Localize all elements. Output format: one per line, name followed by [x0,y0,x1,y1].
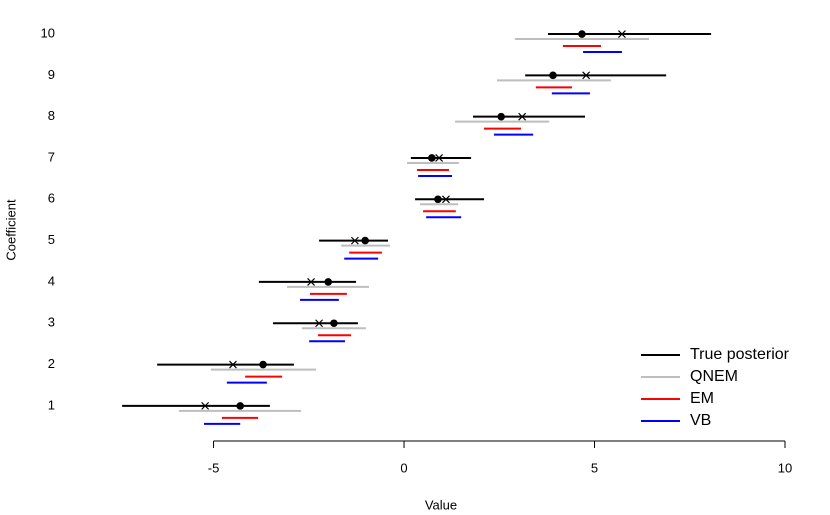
x-tick-label: 10 [778,460,792,475]
mean-point [236,402,245,410]
mean-point [578,30,586,38]
mean-point [549,71,557,80]
legend-label: QNEM [690,368,738,385]
x-tick-label: -5 [208,460,220,475]
y-tick-label: 9 [48,67,55,82]
y-tick-label: 7 [48,149,55,164]
mode-cross [518,112,527,121]
y-tick-label: 3 [48,315,55,330]
mode-cross [435,154,444,162]
legend-label: True posterior [690,346,790,363]
legend-label: VB [690,412,711,429]
mean-point [428,154,436,162]
y-tick-label: 2 [48,356,55,371]
y-tick-label: 10 [41,25,55,40]
mean-point [324,278,333,286]
y-tick-label: 4 [48,273,55,288]
mode-cross [350,236,359,245]
mean-point [497,112,505,121]
y-tick-label: 1 [48,397,55,412]
y-tick-label: 8 [48,108,55,123]
y-axis-label: Coefficient [3,199,18,261]
x-tick-label: 5 [591,460,598,475]
mean-point [259,360,267,369]
mean-point [330,319,338,328]
legend-label: EM [690,390,714,407]
mode-cross [315,319,323,328]
mean-point [434,195,442,204]
mean-point [361,236,369,245]
mode-cross [582,71,591,80]
x-tick-label: 0 [400,460,407,475]
mode-cross [442,195,450,204]
x-axis-label: Value [425,497,457,512]
y-tick-label: 6 [48,191,55,206]
mode-cross [307,278,315,286]
mode-cross [201,401,210,410]
mode-cross [618,30,626,38]
mode-cross [229,360,237,369]
y-tick-label: 5 [48,232,55,247]
